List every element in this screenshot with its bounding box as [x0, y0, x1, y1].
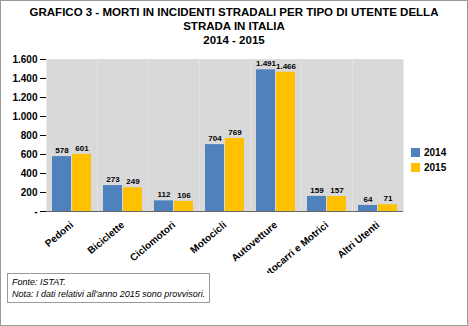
svg-text:1.400: 1.400: [12, 73, 37, 84]
html-text:2014: 2014: [424, 147, 447, 158]
svg-text:600: 600: [21, 149, 38, 160]
svg-text:800: 800: [21, 130, 38, 141]
svg-text:157: 157: [330, 186, 344, 195]
svg-text:Ciclomotori: Ciclomotori: [128, 219, 178, 263]
html-text:Nota: I dati relativi all'anno: Nota: I dati relativi all'anno 2015 sono…: [12, 289, 206, 299]
svg-text:112: 112: [158, 190, 171, 199]
svg-text:1.491: 1.491: [256, 59, 277, 68]
svg-text:1.200: 1.200: [12, 92, 37, 103]
html-text:Fonte: ISTAT.: Fonte: ISTAT.: [12, 277, 66, 287]
svg-text:273: 273: [106, 175, 120, 184]
svg-text:1.600: 1.600: [12, 54, 37, 65]
svg-text:-: -: [34, 206, 37, 217]
svg-text:704: 704: [208, 134, 222, 143]
svg-text:Biciclette: Biciclette: [85, 219, 126, 256]
svg-text:578: 578: [55, 146, 69, 155]
svg-text:1.466: 1.466: [276, 62, 297, 71]
svg-text:159: 159: [310, 186, 324, 195]
svg-text:64: 64: [364, 195, 373, 204]
svg-text:200: 200: [21, 187, 38, 198]
html-text:2015: 2015: [424, 162, 447, 173]
svg-text:601: 601: [75, 144, 89, 153]
svg-text:1.000: 1.000: [12, 111, 37, 122]
svg-text:71: 71: [384, 194, 393, 203]
svg-text:769: 769: [228, 128, 242, 137]
svg-text:249: 249: [126, 177, 140, 186]
svg-text:Autovetture: Autovetture: [229, 219, 279, 264]
svg-text:Altri Utenti: Altri Utenti: [335, 219, 381, 260]
html-text:GRAFICO 3 - MORTI IN INCIDENTI: GRAFICO 3 - MORTI IN INCIDENTI STRADALI …: [29, 6, 439, 32]
svg-text:Autocarri e Motrici: Autocarri e Motrici: [256, 219, 331, 273]
html-text:2014 - 2015: 2014 - 2015: [203, 34, 265, 46]
svg-text:Motocicli: Motocicli: [188, 219, 228, 255]
svg-text:Pedoni: Pedoni: [43, 219, 76, 249]
svg-text:106: 106: [177, 191, 191, 200]
svg-text:400: 400: [21, 168, 38, 179]
